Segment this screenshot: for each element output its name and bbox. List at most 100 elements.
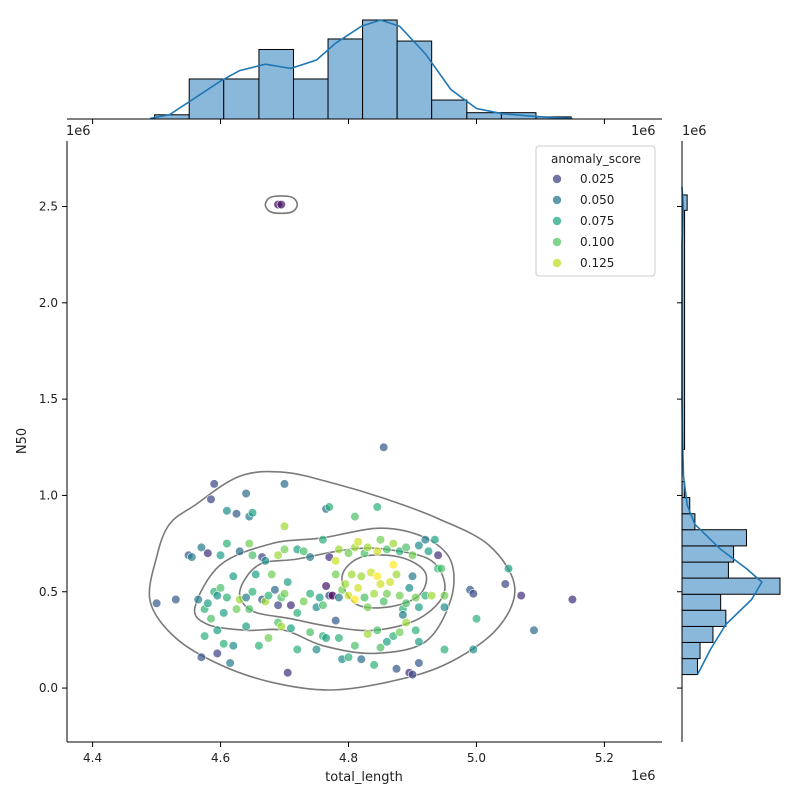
legend-frame [535, 145, 656, 277]
scatter-point [347, 569, 357, 580]
scatter-point [401, 542, 411, 553]
scatter-point [414, 637, 424, 647]
scatter-point [334, 592, 344, 603]
scatter-point [414, 658, 424, 668]
scatter-point [247, 550, 258, 560]
y-tick-label: 2.5 [39, 199, 58, 213]
scatter-point [382, 544, 392, 555]
marginal-y-histogram [677, 141, 781, 742]
scatter-point [273, 550, 283, 560]
legend-marker [552, 237, 562, 247]
scatter-point [267, 569, 277, 580]
scatter-point [372, 625, 382, 635]
scatter-point [404, 583, 414, 593]
scatter-point [356, 654, 366, 664]
scatter-point [321, 633, 331, 643]
scatter-point [388, 538, 398, 549]
scatter-point [353, 537, 363, 547]
scatter-point [270, 585, 280, 595]
scatter-point [363, 629, 373, 639]
scatter-point [324, 502, 334, 512]
y-tick-label: 1.5 [39, 392, 58, 406]
scatter-point [196, 652, 206, 662]
scatter-point [206, 614, 216, 624]
scatter-point [305, 627, 315, 637]
x-hist-bar [396, 40, 433, 120]
x-offset-label-top-left: 1e6 [66, 124, 91, 139]
scatter-point [420, 535, 430, 545]
scatter-point [379, 442, 389, 452]
y-offset-label-right: 1e6 [682, 124, 707, 139]
scatter-point [273, 600, 283, 610]
scatter-point [225, 658, 235, 668]
legend-marker [552, 216, 562, 226]
scatter-point [372, 546, 382, 556]
legend-marker [552, 195, 562, 205]
x-hist-bar [431, 99, 468, 120]
scatter-point [331, 569, 341, 580]
y-tick-label: 0.0 [39, 681, 58, 695]
scatter-points [152, 200, 578, 680]
y-hist-bar [681, 593, 722, 611]
y-tick-label: 1.0 [39, 488, 58, 502]
scatter-point [311, 644, 322, 655]
scatter-point [219, 608, 229, 618]
legend-title: anomaly_score [551, 152, 641, 166]
scatter-point [439, 602, 450, 612]
scatter-point [263, 633, 274, 643]
scatter-point [235, 546, 245, 556]
scatter-point [241, 488, 251, 499]
scatter-point [206, 494, 216, 504]
scatter-point [152, 598, 162, 608]
scatter-point [372, 502, 382, 512]
scatter-point [471, 614, 482, 624]
scatter-point [228, 641, 238, 651]
scatter-point [350, 594, 360, 605]
scatter-point [292, 644, 302, 655]
x-tick-label: 4.8 [339, 751, 358, 765]
kde-contour-line [193, 527, 455, 655]
scatter-point [222, 538, 232, 549]
scatter-point [212, 648, 222, 659]
scatter-point [292, 608, 302, 618]
scatter-point [369, 589, 379, 599]
axes: 4.4 4.6 4.8 5.0 5.2 0.0 0.5 1.0 1.5 2.0 2.5 [39, 141, 662, 765]
x-tick-label: 5.0 [467, 751, 486, 765]
y-hist-bar [681, 609, 727, 627]
scatter-point [276, 200, 286, 210]
scatter-point [503, 563, 514, 574]
scatter-point [251, 569, 261, 580]
scatter-point [318, 600, 328, 610]
scatter-point [359, 592, 370, 603]
marginal-x-histogram [67, 19, 662, 124]
scatter-point [305, 589, 315, 599]
x-hist-bar [223, 78, 260, 120]
legend-entry-label: 0.125 [580, 256, 614, 270]
y-hist-bar [681, 641, 701, 660]
scatter-point [395, 590, 405, 601]
scatter-point [375, 579, 386, 589]
scatter-point [395, 627, 405, 637]
kde-contour-line [148, 470, 516, 691]
scatter-point [228, 571, 238, 581]
scatter-point [423, 546, 434, 556]
scatter-point [222, 506, 232, 516]
scatter-point [468, 644, 478, 655]
scatter-point [279, 544, 290, 555]
kde-contours [148, 195, 516, 691]
scatter-point [331, 556, 341, 566]
scatter-point [254, 641, 264, 651]
scatter-point [318, 535, 328, 545]
y-tick-label: 2.0 [39, 296, 58, 310]
y-hist-bar [681, 625, 714, 643]
scatter-point [247, 587, 258, 597]
legend-marker [552, 258, 562, 268]
scatter-point [241, 621, 251, 632]
scatter-point [369, 660, 379, 670]
scatter-point [414, 602, 424, 612]
scatter-point [414, 540, 424, 551]
scatter-point [385, 577, 395, 587]
scatter-point [247, 508, 258, 518]
scatter-point [382, 637, 392, 647]
